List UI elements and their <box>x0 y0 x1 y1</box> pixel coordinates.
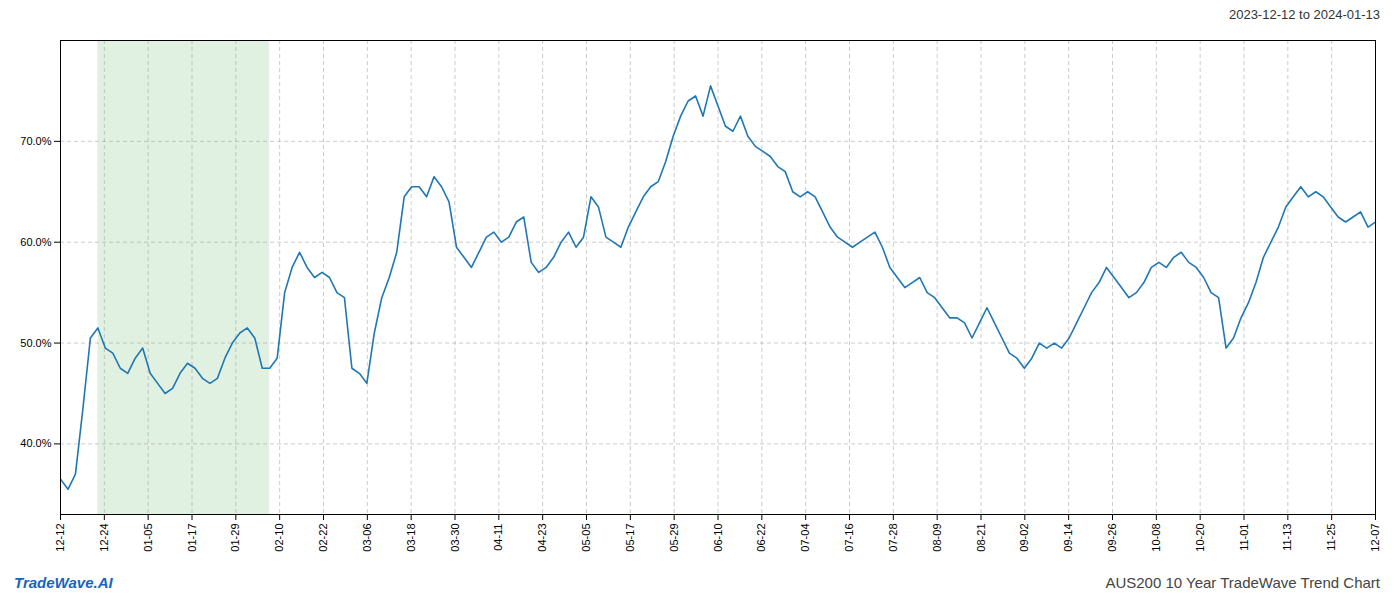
svg-text:10-20: 10-20 <box>1194 524 1206 552</box>
svg-text:03-18: 03-18 <box>405 524 417 552</box>
svg-text:70.0%: 70.0% <box>20 135 51 147</box>
svg-text:06-22: 06-22 <box>755 524 767 552</box>
html-text:2023-12-12 to 2024-01-13: 2023-12-12 to 2024-01-13 <box>1228 6 1380 22</box>
svg-text:03-06: 03-06 <box>361 524 373 552</box>
svg-text:11-25: 11-25 <box>1325 524 1337 551</box>
svg-text:50.0%: 50.0% <box>20 337 51 349</box>
svg-text:05-29: 05-29 <box>668 524 680 552</box>
html-text:AUS200 10 Year TradeWave Trend: AUS200 10 Year TradeWave Trend Chart <box>1105 573 1380 591</box>
svg-text:02-10: 02-10 <box>273 524 285 552</box>
svg-text:05-05: 05-05 <box>580 524 592 552</box>
svg-text:01-05: 01-05 <box>142 524 154 552</box>
svg-text:12-24: 12-24 <box>98 524 110 552</box>
svg-text:01-29: 01-29 <box>229 524 241 552</box>
svg-text:11-13: 11-13 <box>1281 524 1293 551</box>
svg-text:07-16: 07-16 <box>843 524 855 552</box>
svg-text:09-14: 09-14 <box>1062 524 1074 552</box>
svg-text:10-08: 10-08 <box>1150 524 1162 552</box>
svg-text:60.0%: 60.0% <box>20 236 51 248</box>
svg-text:12-12: 12-12 <box>54 524 66 552</box>
svg-text:04-11: 04-11 <box>492 524 504 551</box>
svg-text:04-23: 04-23 <box>536 524 548 552</box>
svg-text:09-02: 09-02 <box>1018 524 1030 552</box>
svg-text:07-04: 07-04 <box>799 524 811 552</box>
svg-text:01-17: 01-17 <box>186 524 198 552</box>
svg-text:08-21: 08-21 <box>975 524 987 552</box>
svg-text:08-09: 08-09 <box>931 524 943 552</box>
svg-text:03-30: 03-30 <box>449 524 461 552</box>
svg-text:06-10: 06-10 <box>712 524 724 552</box>
svg-text:11-01: 11-01 <box>1238 524 1250 551</box>
svg-text:40.0%: 40.0% <box>20 437 51 449</box>
svg-text:05-17: 05-17 <box>624 524 636 552</box>
html-text:TradeWave.AI: TradeWave.AI <box>14 573 113 591</box>
svg-text:02-22: 02-22 <box>317 524 329 552</box>
svg-text:09-26: 09-26 <box>1106 524 1118 552</box>
svg-text:07-28: 07-28 <box>887 524 899 552</box>
svg-text:12-07: 12-07 <box>1369 524 1381 552</box>
